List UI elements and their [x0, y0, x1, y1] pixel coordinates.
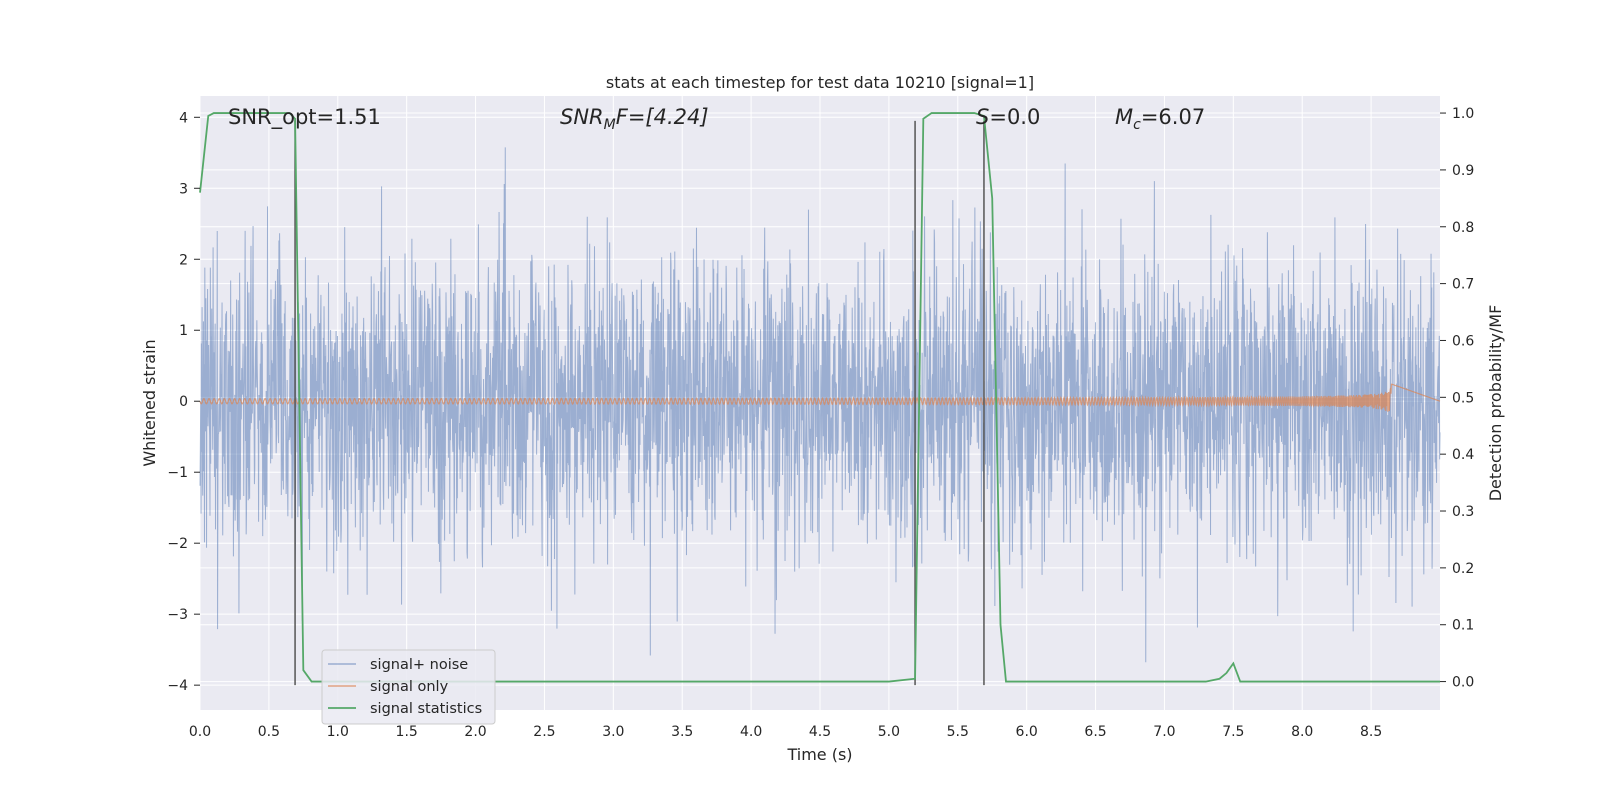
s-annotation: S=0.0: [976, 105, 1040, 129]
x-tick-label: 1.5: [396, 724, 418, 740]
right-y-axis-label: Detection probability/MF: [1486, 305, 1505, 502]
x-tick-label: 3.0: [602, 724, 624, 740]
right-y-tick-label: 0.2: [1452, 561, 1474, 577]
signal-noise-line: [199, 147, 1441, 663]
x-tick-label: 0.5: [258, 724, 280, 740]
signal-statistics-line: [199, 112, 1440, 683]
x-tick-label: 3.5: [671, 724, 693, 740]
x-tick-label: 8.0: [1291, 724, 1313, 740]
right-y-tick-label: 0.4: [1452, 447, 1474, 463]
left-y-tick-label: −4: [167, 678, 188, 694]
right-y-axis-ticks: 1.0 0.9 0.8 0.7 0.6 0.5 0.4 0.3 0.2 0.1 0.0: [1440, 106, 1474, 691]
snr-opt-annotation: SNR_opt=1.51: [228, 105, 381, 130]
right-y-tick-label: 0.3: [1452, 504, 1474, 520]
left-y-axis-label: Whitened strain: [140, 339, 159, 466]
x-axis-label: Time (s): [786, 745, 852, 764]
left-y-tick-label: 1: [179, 323, 188, 339]
snr-mf-main: SNR: [560, 105, 604, 129]
left-y-tick-label: 3: [179, 181, 188, 197]
signal-statistics-series: [199, 112, 1440, 683]
right-y-tick-label: 0.5: [1452, 390, 1474, 406]
snr-mf-annotation: SNRMF=[4.24]: [560, 105, 709, 133]
x-tick-label: 8.5: [1360, 724, 1382, 740]
right-y-tick-label: 0.8: [1452, 220, 1474, 236]
snr-mf-sub: M: [604, 117, 616, 133]
left-y-tick-label: −1: [167, 465, 188, 481]
mc-var: M: [1115, 105, 1133, 129]
x-tick-label: 0.0: [189, 724, 211, 740]
snr-mf-rest: F=[4.24]: [616, 105, 709, 129]
x-tick-label: 6.0: [1016, 724, 1038, 740]
s-var: S: [976, 105, 989, 129]
right-y-tick-label: 0.9: [1452, 163, 1474, 179]
legend-label-signal-noise: signal+ noise: [370, 657, 468, 673]
x-axis-ticks: 0.0 0.5 1.0 1.5 2.0 2.5 3.0 3.5 4.0 4.5 5.0 5.5 6.0 6…: [189, 724, 1382, 740]
x-tick-label: 2.0: [464, 724, 486, 740]
x-tick-label: 5.5: [947, 724, 969, 740]
left-y-axis-ticks: 4 3 2 1 0 −1 −2 −3 −4: [167, 110, 200, 694]
x-tick-label: 7.0: [1153, 724, 1175, 740]
mc-rest: =6.07: [1141, 105, 1205, 129]
right-y-tick-label: 0.1: [1452, 618, 1474, 634]
legend: signal+ noise signal only signal statist…: [321, 649, 496, 725]
x-tick-label: 2.5: [533, 724, 555, 740]
left-y-tick-label: −2: [167, 536, 188, 552]
left-y-tick-label: 4: [179, 110, 188, 126]
vertical-markers: [294, 120, 985, 686]
x-tick-label: 4.0: [740, 724, 762, 740]
left-y-tick-label: 0: [179, 394, 188, 410]
x-tick-label: 6.5: [1084, 724, 1106, 740]
signal-only-line: [199, 383, 1441, 412]
signal-noise-series: [199, 147, 1441, 663]
left-y-tick-label: 2: [179, 252, 188, 268]
x-tick-label: 7.5: [1222, 724, 1244, 740]
right-y-tick-label: 0.7: [1452, 277, 1474, 293]
right-y-tick-label: 0.6: [1452, 333, 1474, 349]
legend-box: [321, 649, 496, 725]
mc-sub: c: [1133, 117, 1141, 133]
legend-label-signal-only: signal only: [370, 679, 449, 695]
x-tick-label: 5.0: [878, 724, 900, 740]
chart-title: stats at each timestep for test data 102…: [606, 73, 1034, 92]
x-tick-label: 4.5: [809, 724, 831, 740]
x-tick-label: 1.0: [327, 724, 349, 740]
left-y-tick-label: −3: [167, 607, 188, 623]
right-y-tick-label: 0.0: [1452, 675, 1474, 691]
legend-label-signal-statistics: signal statistics: [370, 701, 482, 717]
s-rest: =0.0: [989, 105, 1040, 129]
mc-annotation: Mc=6.07: [1115, 105, 1205, 133]
right-y-tick-label: 1.0: [1452, 106, 1474, 122]
signal-only-series: [199, 383, 1441, 412]
